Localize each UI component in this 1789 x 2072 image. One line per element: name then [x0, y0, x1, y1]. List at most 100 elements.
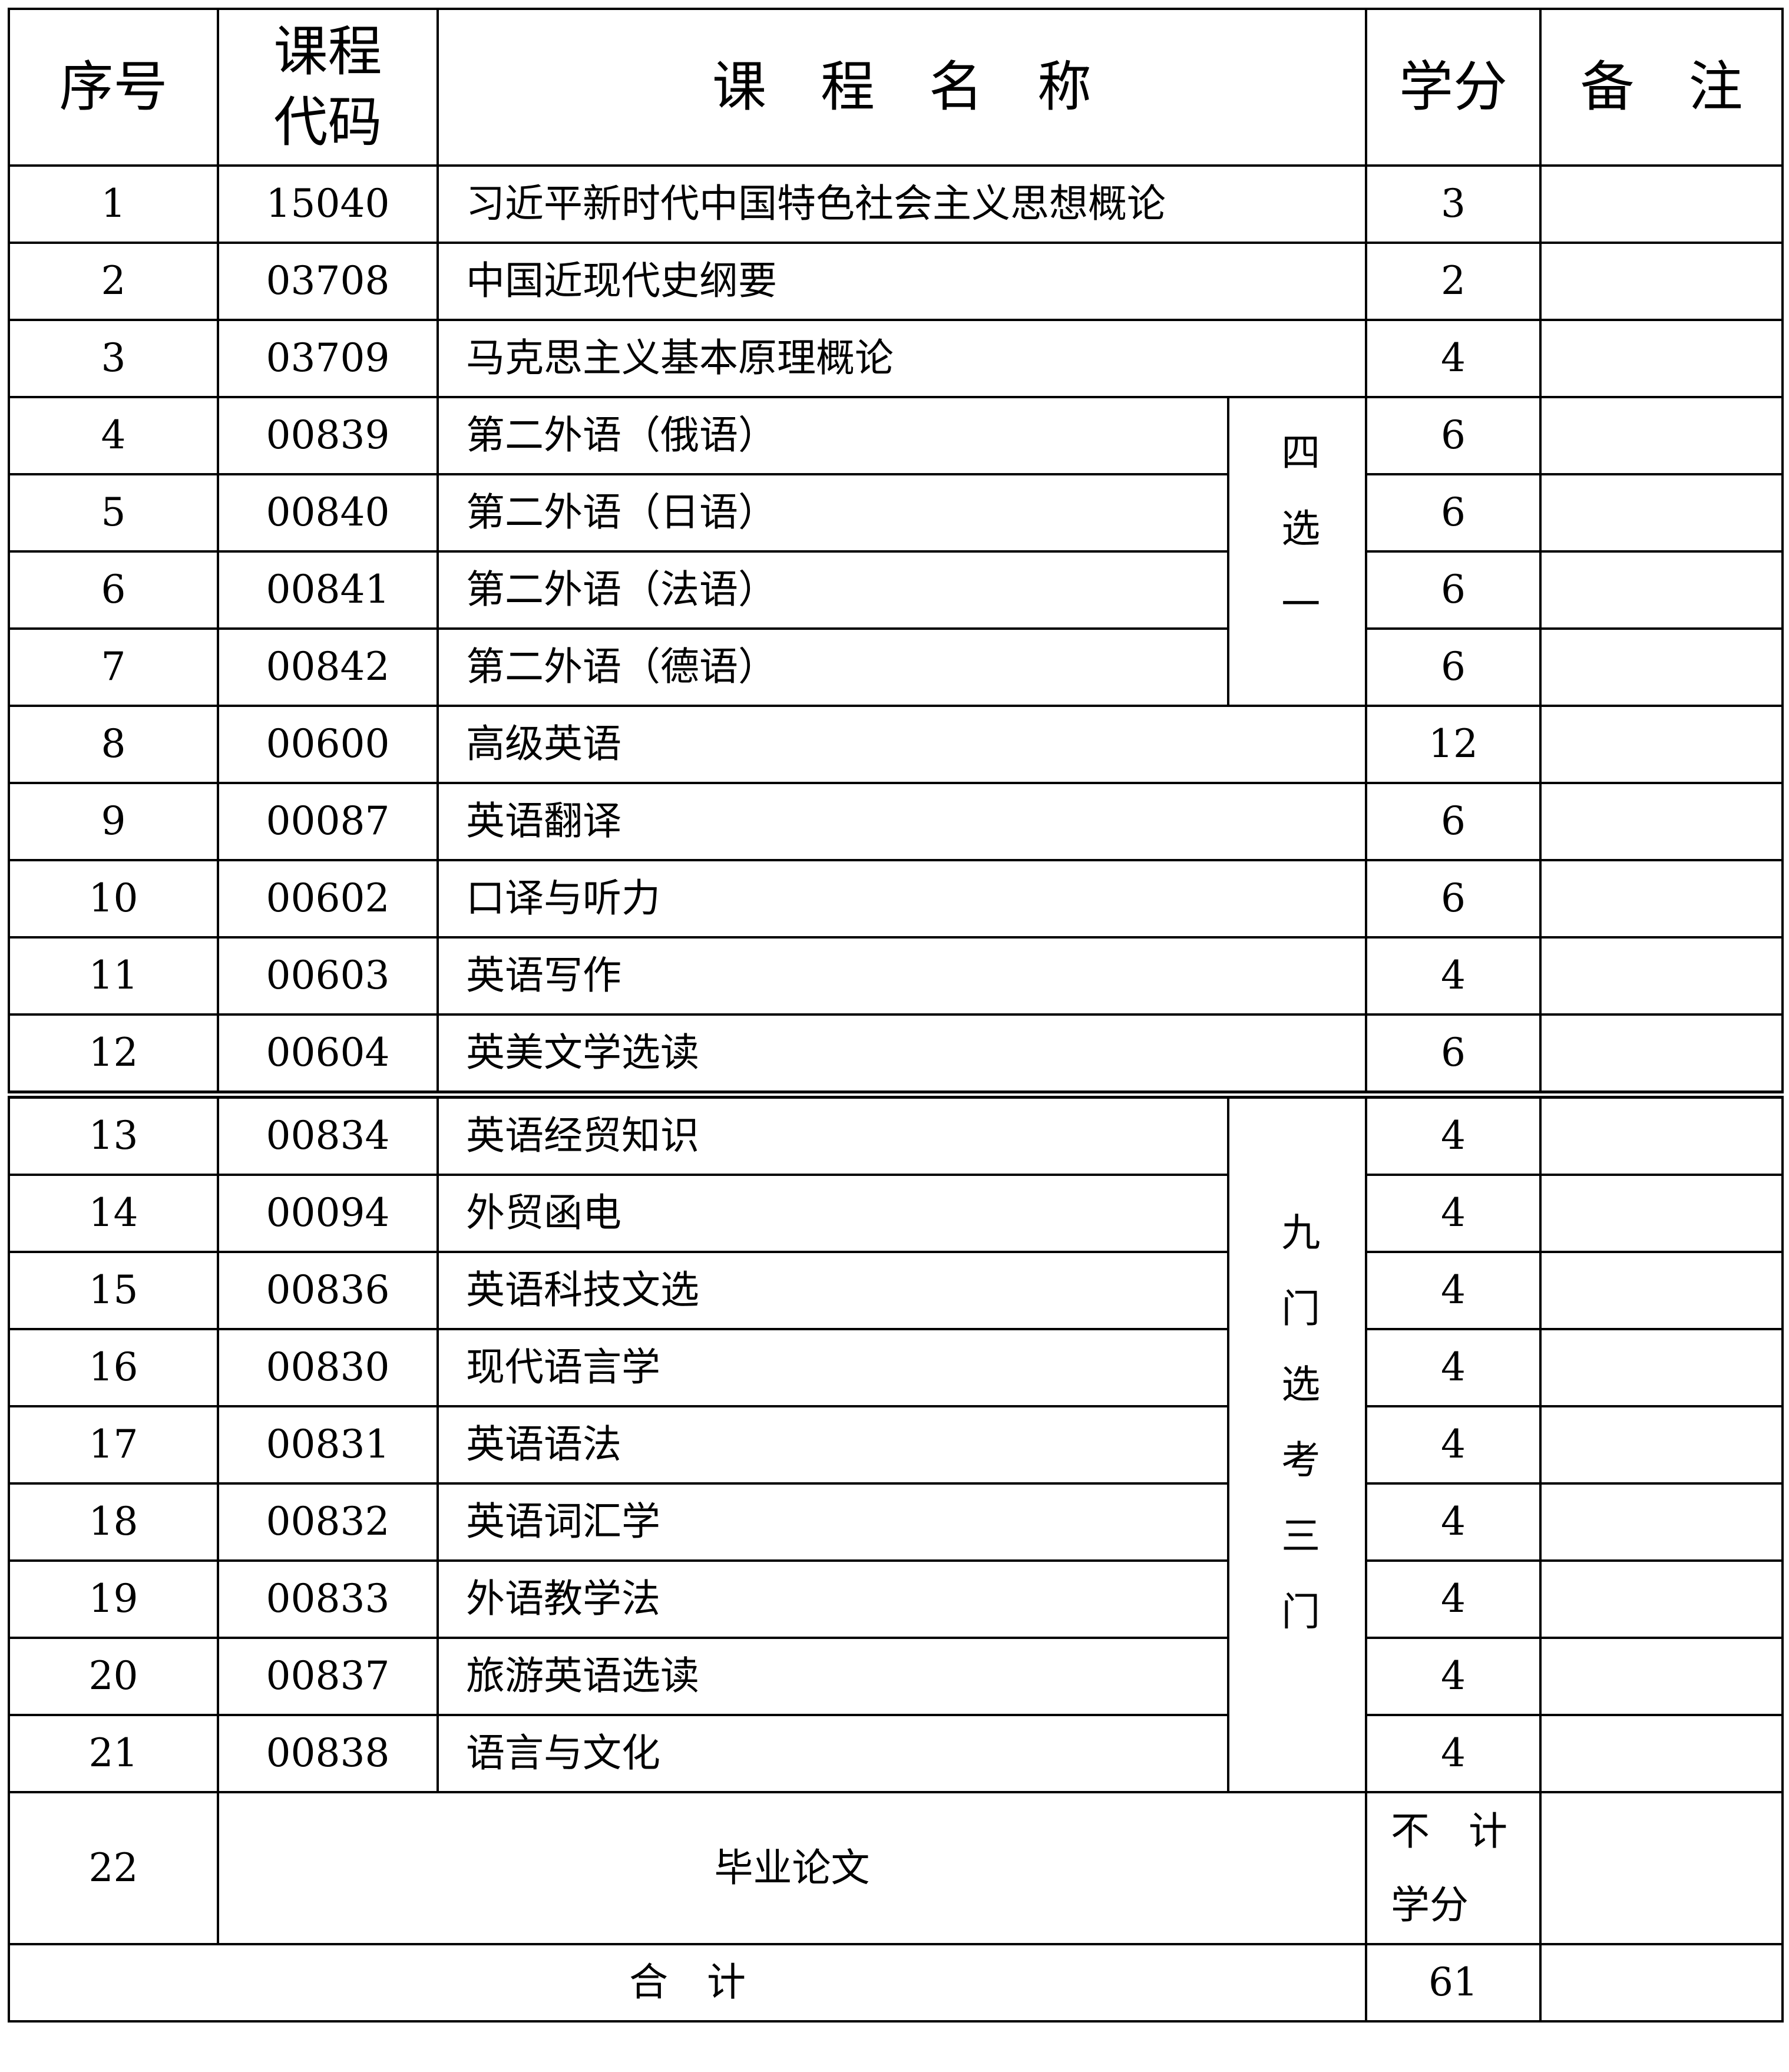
remarks-cell [1539, 1013, 1784, 1096]
header-name: 课 程 名 称 [436, 8, 1368, 167]
remarks-cell [1539, 1637, 1784, 1716]
course-code-cell: 00831 [217, 1405, 439, 1485]
course-code-cell: 00094 [217, 1174, 439, 1253]
remarks-cell [1539, 859, 1784, 938]
total-label: 合 计 [7, 1943, 1368, 2023]
table-row: 10 00602 口译与听力 6 [8, 859, 1784, 938]
remarks-cell [1539, 1405, 1784, 1485]
thesis-credits-note: 不 计学分 [1391, 1808, 1508, 1928]
credits-cell: 6 [1365, 550, 1542, 630]
seq-cell: 14 [8, 1174, 219, 1253]
remarks-cell [1539, 396, 1784, 475]
seq-cell: 15 [8, 1251, 219, 1330]
table-row: 21 00838 语言与文化 4 [8, 1714, 1784, 1793]
table-row: 12 00604 英美文学选读 6 [8, 1013, 1784, 1096]
course-code-cell: 15040 [217, 164, 439, 244]
remarks-cell [1539, 627, 1784, 707]
seq-cell: 13 [8, 1090, 219, 1176]
course-name-cell: 英语翻译 [436, 782, 1368, 861]
header-seq: 序号 [8, 8, 219, 167]
total-row: 合 计 61 [7, 1943, 1784, 2023]
seq-cell: 7 [8, 627, 219, 707]
credits-cell: 不 计学分 [1365, 1791, 1542, 1945]
remarks-cell [1539, 1791, 1784, 1945]
credits-cell: 6 [1365, 396, 1542, 475]
course-name-cell: 第二外语（法语） [436, 550, 1229, 630]
header-row: 序号 课程代码 课 程 名 称 学分 备 注 [8, 8, 1784, 167]
course-name-cell: 高级英语 [436, 705, 1368, 784]
remarks-cell [1539, 1328, 1784, 1407]
credits-cell: 4 [1365, 1559, 1542, 1639]
seq-cell: 2 [8, 242, 219, 321]
course-name-cell: 语言与文化 [436, 1714, 1229, 1793]
remarks-cell [1539, 705, 1784, 784]
course-name-cell: 外语教学法 [436, 1559, 1229, 1639]
credits-cell: 4 [1365, 319, 1542, 398]
remarks-cell [1539, 1559, 1784, 1639]
course-code-cell: 03708 [217, 242, 439, 321]
seq-cell: 8 [8, 705, 219, 784]
course-code-cell: 00600 [217, 705, 439, 784]
seq-cell: 11 [8, 936, 219, 1016]
credits-cell: 3 [1365, 164, 1542, 244]
remarks-cell [1539, 782, 1784, 861]
credits-cell: 4 [1365, 1174, 1542, 1253]
remarks-cell [1539, 936, 1784, 1016]
remarks-cell [1539, 319, 1784, 398]
seq-cell: 18 [8, 1482, 219, 1562]
table-row: 14 00094 外贸函电 4 [8, 1174, 1784, 1253]
course-code-cell: 00837 [217, 1637, 439, 1716]
remarks-cell [1539, 1943, 1784, 2023]
credits-cell: 4 [1365, 1328, 1542, 1407]
table-row: 2 03708 中国近现代史纲要 2 [8, 242, 1784, 321]
thesis-row: 22 毕业论文不 计学分 [8, 1791, 1784, 1945]
table-row: 17 00831 英语语法 4 [8, 1405, 1784, 1485]
table-row: 20 00837 旅游英语选读 4 [8, 1637, 1784, 1716]
table-row: 4 00839 第二外语（俄语） 四选一 6 [8, 396, 1784, 707]
course-name-cell: 毕业论文 [216, 1791, 1368, 1945]
table-row: 18 00832 英语词汇学 4 [8, 1482, 1784, 1562]
elective-group-cell: 四选一 [1226, 396, 1368, 707]
course-name-cell: 英语语法 [436, 1405, 1229, 1485]
course-code-cell: 00834 [217, 1090, 439, 1176]
credits-cell: 4 [1365, 1090, 1542, 1176]
credits-cell: 6 [1365, 627, 1542, 707]
course-code-cell: 00602 [217, 859, 439, 938]
table-row: 8 00600 高级英语 12 [8, 705, 1784, 784]
credits-cell: 4 [1365, 936, 1542, 1016]
table-row: 9 00087 英语翻译 6 [8, 782, 1784, 861]
course-code-cell: 00842 [217, 627, 439, 707]
credits-cell: 4 [1365, 1714, 1542, 1793]
course-code-cell: 00838 [217, 1714, 439, 1793]
seq-cell: 21 [8, 1714, 219, 1793]
seq-cell: 1 [8, 164, 219, 244]
course-code-cell: 00603 [217, 936, 439, 1016]
elective-group-label: 四选一 [1275, 432, 1321, 660]
course-name-cell: 第二外语（俄语） [436, 396, 1229, 475]
course-name-cell: 英语写作 [436, 936, 1368, 1016]
total-credits: 61 [1365, 1943, 1542, 2023]
table-row: 11 00603 英语写作 4 [8, 936, 1784, 1016]
header-code-cell: 课程代码 [217, 8, 439, 167]
course-name-cell: 英语科技文选 [436, 1251, 1229, 1330]
credits-cell: 6 [1365, 473, 1542, 553]
course-name-cell: 英语词汇学 [436, 1482, 1229, 1562]
table-row: 3 03709 马克思主义基本原理概论 4 [8, 319, 1784, 398]
course-name-cell: 英美文学选读 [436, 1013, 1368, 1096]
seq-cell: 5 [8, 473, 219, 553]
seq-cell: 16 [8, 1328, 219, 1407]
table-row: 19 00833 外语教学法 4 [8, 1559, 1784, 1639]
remarks-cell [1539, 242, 1784, 321]
course-name-cell: 英语经贸知识 [436, 1090, 1229, 1176]
table-row: 13 00834 英语经贸知识 九门选考三门 4 [8, 1090, 1784, 1793]
remarks-cell [1539, 1714, 1784, 1793]
remarks-cell [1539, 1174, 1784, 1253]
seq-cell: 6 [8, 550, 219, 630]
table-row: 6 00841 第二外语（法语） 6 [8, 550, 1784, 630]
table-row: 5 00840 第二外语（日语） 6 [8, 473, 1784, 553]
credits-cell: 4 [1365, 1482, 1542, 1562]
seq-cell: 4 [8, 396, 219, 475]
remarks-cell [1539, 550, 1784, 630]
seq-cell: 17 [8, 1405, 219, 1485]
seq-cell: 10 [8, 859, 219, 938]
